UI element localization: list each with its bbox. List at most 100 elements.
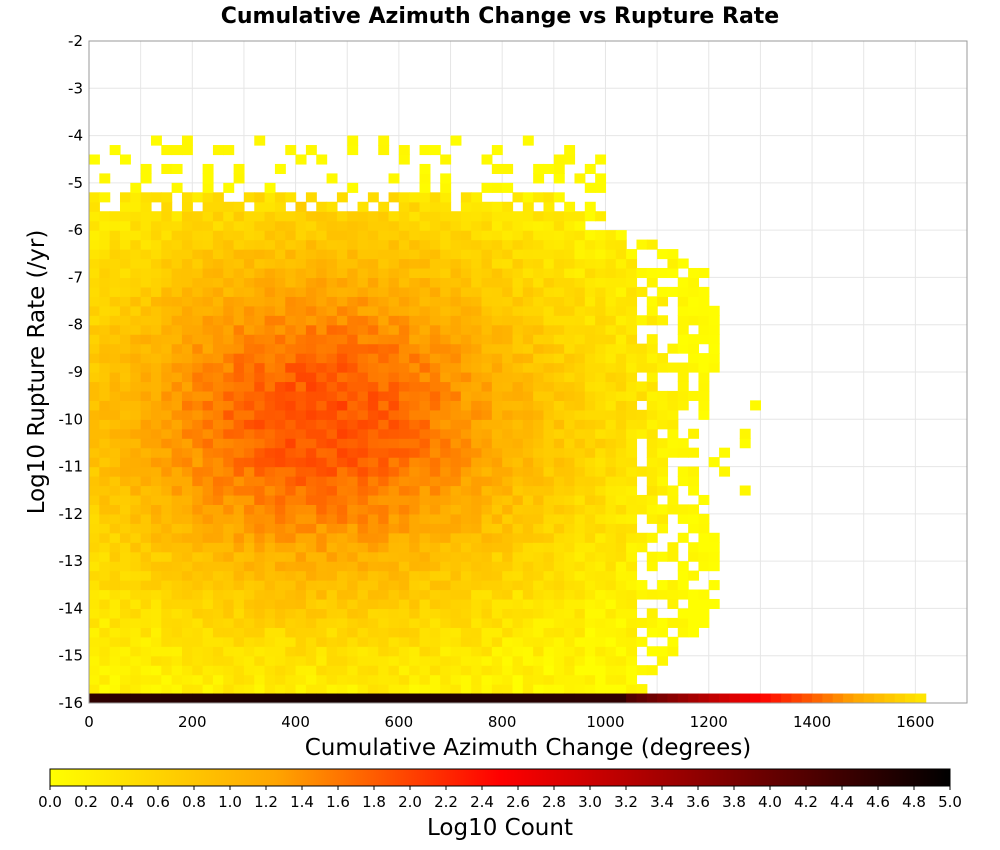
heatmap-cell bbox=[119, 542, 131, 553]
heatmap-cell bbox=[491, 286, 503, 297]
heatmap-cell bbox=[305, 561, 317, 572]
heatmap-cell bbox=[99, 655, 111, 666]
heatmap-cell bbox=[481, 447, 493, 458]
heatmap-cell bbox=[202, 504, 214, 515]
colorbar-tick-label: 4.2 bbox=[794, 793, 818, 811]
heatmap-cell bbox=[274, 580, 286, 591]
heatmap-cell bbox=[233, 684, 245, 695]
heatmap-cell bbox=[119, 627, 131, 638]
heatmap-cell bbox=[419, 390, 431, 401]
heatmap-cell-bottom-row bbox=[615, 693, 627, 703]
heatmap-cell bbox=[119, 154, 131, 165]
heatmap-cell bbox=[243, 523, 255, 534]
heatmap-cell bbox=[119, 334, 131, 345]
heatmap-cell bbox=[471, 466, 483, 477]
heatmap-cell bbox=[398, 201, 410, 212]
heatmap-cell bbox=[398, 315, 410, 326]
heatmap-cell bbox=[212, 220, 224, 231]
heatmap-cell bbox=[378, 627, 390, 638]
heatmap-cell bbox=[254, 684, 266, 695]
heatmap-cell bbox=[171, 504, 183, 515]
heatmap-cell bbox=[295, 447, 307, 458]
heatmap-cell bbox=[305, 598, 317, 610]
heatmap-cell bbox=[285, 381, 297, 392]
heatmap-cell bbox=[409, 230, 421, 241]
heatmap-cell bbox=[150, 447, 162, 458]
heatmap-cell bbox=[119, 267, 131, 279]
colorbar-tick-label: 1.0 bbox=[218, 793, 242, 811]
heatmap-cell bbox=[574, 674, 586, 685]
heatmap-cell bbox=[626, 551, 638, 562]
heatmap-cell bbox=[471, 286, 483, 297]
heatmap-cell bbox=[274, 665, 286, 676]
heatmap-cell bbox=[512, 598, 524, 610]
heatmap-cell bbox=[398, 277, 410, 288]
heatmap-cell bbox=[192, 390, 204, 401]
heatmap-cell bbox=[233, 286, 245, 297]
heatmap-cell bbox=[192, 409, 204, 420]
heatmap-cell bbox=[233, 608, 245, 619]
heatmap-cell bbox=[347, 684, 359, 695]
heatmap-cell bbox=[202, 201, 214, 212]
heatmap-cell bbox=[450, 239, 462, 250]
heatmap-cell bbox=[584, 561, 596, 572]
heatmap-cell bbox=[471, 334, 483, 345]
heatmap-cell bbox=[564, 447, 576, 458]
heatmap-cell bbox=[522, 561, 534, 572]
heatmap-cell bbox=[274, 513, 286, 524]
heatmap-cell bbox=[285, 192, 297, 203]
heatmap-cell bbox=[326, 636, 338, 647]
heatmap-cell bbox=[667, 617, 679, 628]
heatmap-cell-bottom-row bbox=[512, 693, 524, 703]
heatmap-cell bbox=[677, 381, 689, 392]
heatmap-cell bbox=[626, 362, 638, 373]
heatmap-cell bbox=[409, 494, 421, 505]
heatmap-cell-bottom-row bbox=[543, 693, 555, 703]
heatmap-cell bbox=[429, 296, 441, 307]
heatmap-cell bbox=[491, 580, 503, 591]
heatmap-cell bbox=[316, 296, 328, 307]
heatmap-cell bbox=[150, 249, 162, 260]
heatmap-cell bbox=[336, 608, 348, 619]
heatmap-cell bbox=[636, 428, 648, 439]
heatmap-cell bbox=[595, 305, 607, 316]
heatmap-cell bbox=[161, 665, 173, 676]
heatmap-cell bbox=[233, 504, 245, 515]
heatmap-cell bbox=[130, 324, 142, 335]
heatmap-cell bbox=[140, 315, 152, 326]
heatmap-cell bbox=[388, 372, 400, 383]
heatmap-cell bbox=[564, 315, 576, 326]
heatmap-cell bbox=[140, 476, 152, 487]
heatmap-cell bbox=[264, 466, 276, 477]
heatmap-cell bbox=[708, 542, 720, 553]
colorbar-tick-label: 3.8 bbox=[722, 793, 746, 811]
heatmap-cell bbox=[543, 192, 555, 203]
heatmap-cell bbox=[450, 296, 462, 307]
heatmap-cell bbox=[595, 362, 607, 373]
heatmap-cell bbox=[357, 636, 369, 647]
heatmap-cell bbox=[171, 636, 183, 647]
heatmap-cell bbox=[192, 580, 204, 591]
heatmap-cell bbox=[89, 362, 100, 373]
heatmap-cell bbox=[388, 646, 400, 657]
heatmap-cell bbox=[626, 523, 638, 534]
heatmap-cell bbox=[471, 627, 483, 638]
heatmap-cell bbox=[212, 561, 224, 572]
heatmap-cell bbox=[502, 230, 514, 241]
heatmap-cell bbox=[305, 485, 317, 496]
heatmap-cell bbox=[460, 192, 472, 203]
heatmap-cell bbox=[564, 494, 576, 505]
heatmap-cell bbox=[657, 476, 669, 487]
heatmap-cell bbox=[326, 173, 338, 184]
heatmap-cell bbox=[326, 466, 338, 477]
heatmap-cell bbox=[440, 315, 452, 326]
heatmap-cell bbox=[512, 570, 524, 581]
heatmap-cell bbox=[119, 211, 131, 222]
heatmap-cell bbox=[347, 353, 359, 364]
heatmap-cell bbox=[409, 655, 421, 666]
heatmap-cell bbox=[471, 589, 483, 600]
heatmap-cell bbox=[119, 532, 131, 543]
heatmap-cell bbox=[316, 551, 328, 562]
heatmap-cell bbox=[336, 504, 348, 515]
heatmap-cell bbox=[264, 400, 276, 411]
